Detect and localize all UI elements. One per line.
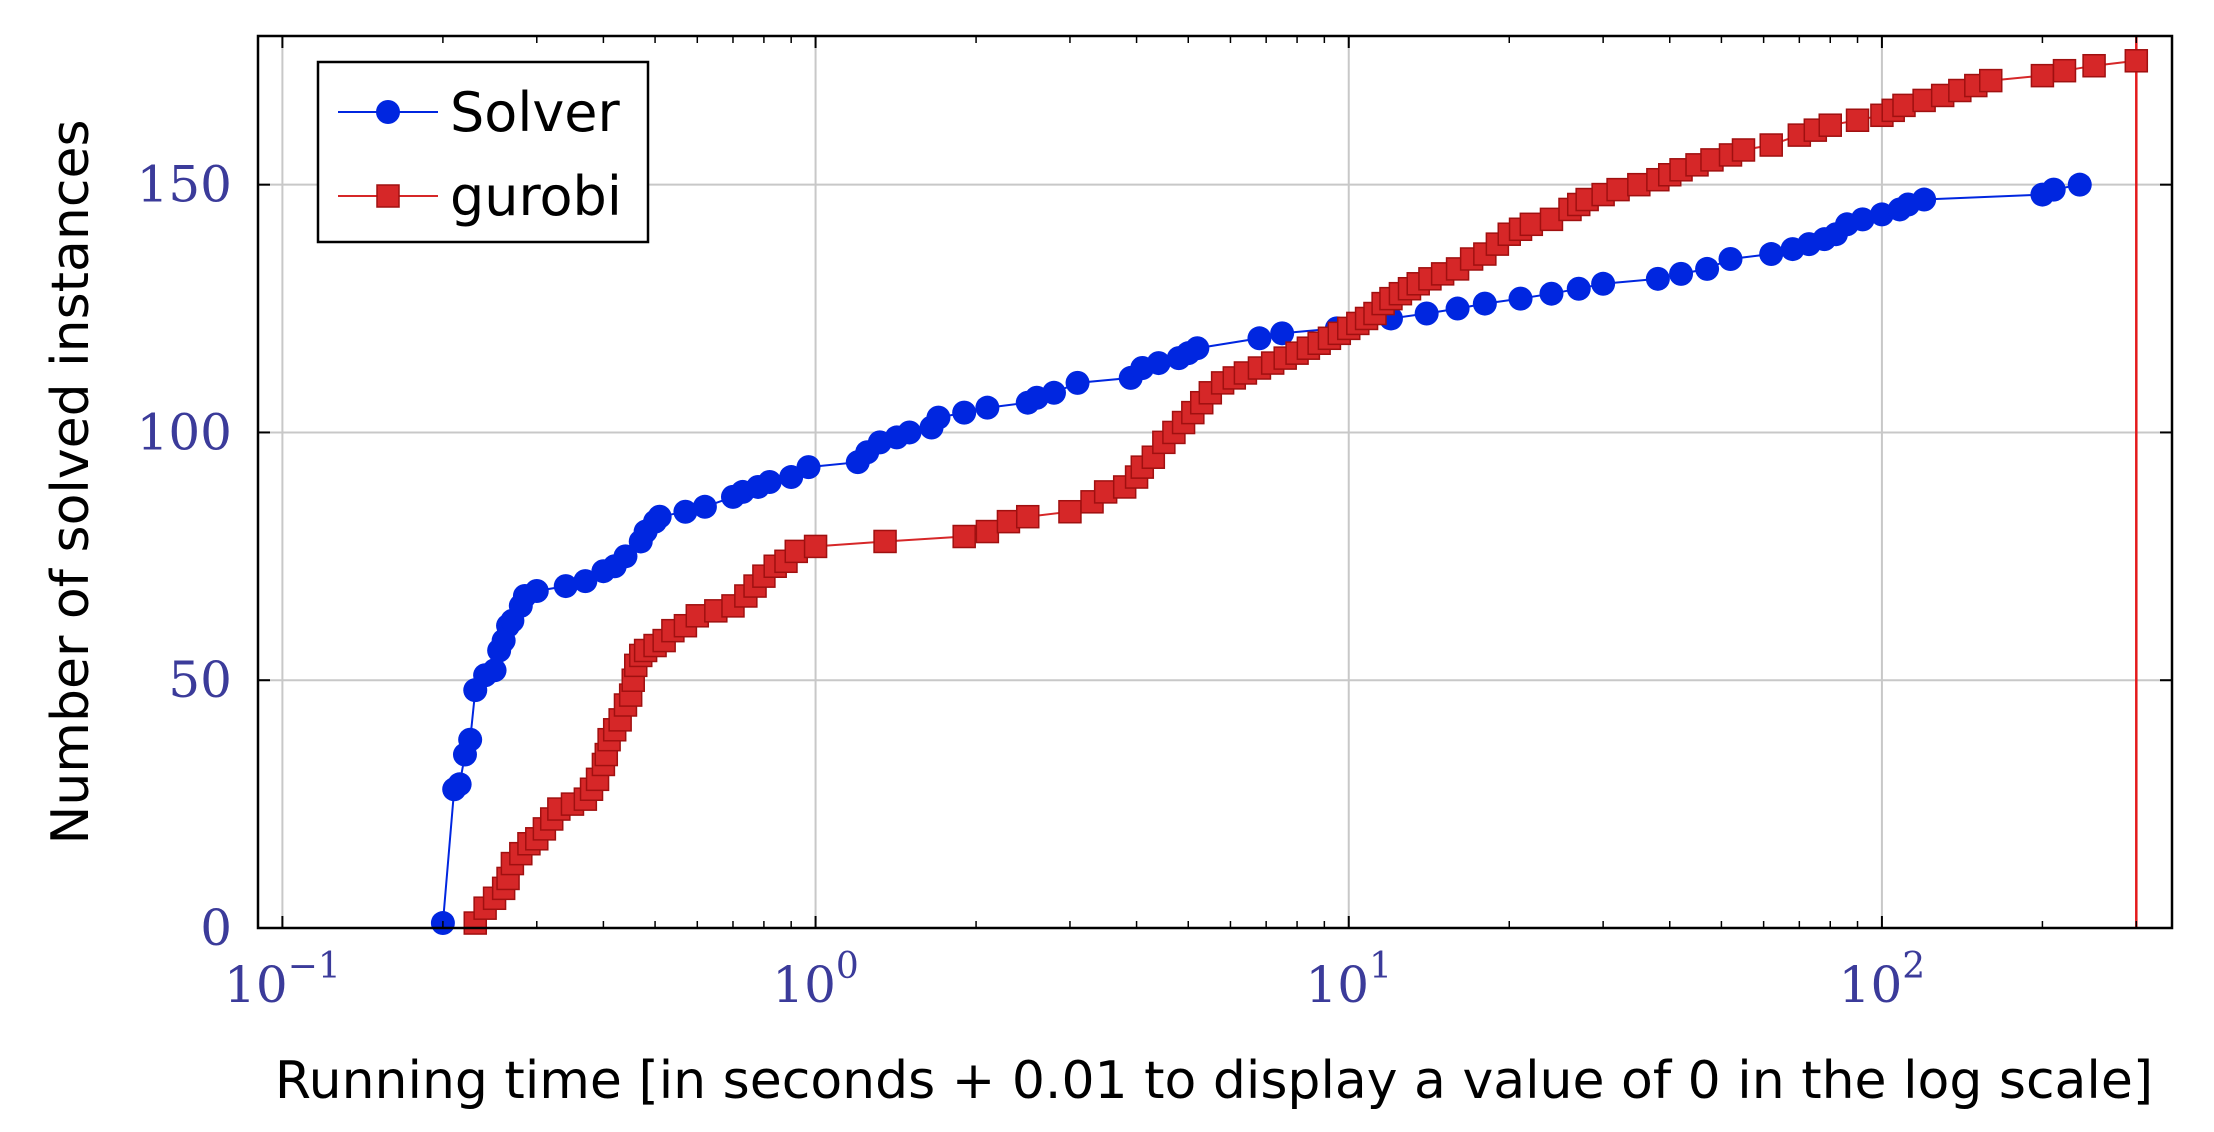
x-tick-label-base: 10	[1305, 956, 1369, 1014]
y-axis-title: Number of solved instances	[41, 119, 101, 844]
data-point	[1519, 212, 1544, 237]
data-point	[1041, 380, 1066, 405]
data-point	[1185, 336, 1210, 361]
x-tick-label-exponent: 2	[1902, 946, 1925, 987]
data-point	[803, 534, 828, 559]
data-point	[897, 420, 922, 445]
x-tick-label: 100	[772, 946, 859, 1014]
data-point	[613, 544, 638, 569]
data-point	[2041, 177, 2066, 202]
legend-marker	[376, 184, 400, 208]
data-point	[1695, 256, 1720, 281]
data-point	[975, 395, 1000, 420]
y-tick-label: 100	[137, 403, 232, 461]
x-tick-label-base: 10	[772, 956, 836, 1014]
data-point	[975, 519, 1000, 544]
x-tick-label-base: 10	[1839, 956, 1903, 1014]
data-point	[2052, 58, 2077, 83]
data-point	[1645, 266, 1670, 291]
data-point	[952, 524, 976, 549]
data-point	[1759, 242, 1784, 267]
y-tick-label: 0	[200, 899, 232, 957]
data-point	[1445, 296, 1470, 321]
data-point	[1247, 326, 1272, 351]
x-tick-label-exponent: 0	[836, 946, 859, 987]
data-point	[1669, 261, 1694, 286]
data-point	[573, 569, 598, 594]
plot-frame	[256, 34, 2174, 930]
data-point	[2067, 172, 2092, 197]
data-point	[1731, 138, 1756, 162]
legend-box	[316, 60, 650, 244]
data-point	[1414, 301, 1439, 326]
legend-marker	[376, 100, 400, 124]
x-axis-title: Running time [in seconds + 0.01 to displ…	[275, 1051, 2153, 1111]
y-tick-labels: 0 50 100 150	[137, 156, 232, 957]
data-point	[1472, 291, 1497, 316]
data-point	[447, 772, 472, 797]
x-tick-labels: 10−1 100 101 102	[224, 946, 1925, 1014]
x-tick-label-exponent: −1	[288, 946, 341, 987]
data-point	[524, 579, 549, 604]
data-point	[1978, 68, 2003, 93]
data-point	[1818, 113, 1842, 137]
data-point	[1718, 247, 1743, 271]
data-point	[1566, 276, 1591, 301]
data-point	[2124, 49, 2149, 73]
data-point	[873, 529, 897, 554]
data-point	[553, 574, 578, 599]
x-tick-label-exponent: 1	[1369, 946, 1392, 987]
data-point	[796, 455, 821, 480]
data-point	[1606, 177, 1630, 202]
data-point	[757, 470, 782, 494]
data-point	[692, 494, 717, 519]
data-point	[1508, 286, 1533, 311]
data-point	[647, 504, 672, 529]
x-tick-label: 101	[1305, 946, 1392, 1014]
data-point	[1146, 351, 1171, 376]
data-point	[2082, 53, 2106, 78]
data-point	[1591, 271, 1616, 296]
data-point	[458, 727, 483, 752]
data-point	[1058, 499, 1082, 524]
legend-label: gurobi	[450, 165, 622, 228]
data-point	[1892, 93, 1916, 118]
legend-label: Solver	[450, 81, 620, 144]
data-point	[1270, 321, 1295, 346]
data-point	[482, 658, 507, 683]
data-point	[952, 400, 977, 425]
x-tick-label: 10−1	[224, 946, 341, 1014]
data-point	[1065, 370, 1090, 395]
x-tick-label-base: 10	[224, 956, 288, 1014]
data-point	[1015, 504, 1040, 529]
legend: Solver gurobi	[316, 60, 650, 244]
data-point	[1539, 281, 1564, 306]
series-layer	[430, 49, 2149, 936]
series-solver	[430, 172, 2092, 936]
data-point	[1759, 133, 1783, 157]
data-point	[2030, 63, 2055, 88]
data-point	[1850, 207, 1875, 232]
y-tick-label: 50	[168, 651, 232, 709]
axis-ticks	[258, 36, 2172, 929]
data-point	[673, 499, 698, 524]
y-tick-label: 150	[137, 156, 232, 214]
x-tick-label: 102	[1839, 946, 1926, 1014]
data-point	[1912, 187, 1937, 212]
data-point	[926, 405, 951, 430]
data-point	[1845, 108, 1870, 132]
